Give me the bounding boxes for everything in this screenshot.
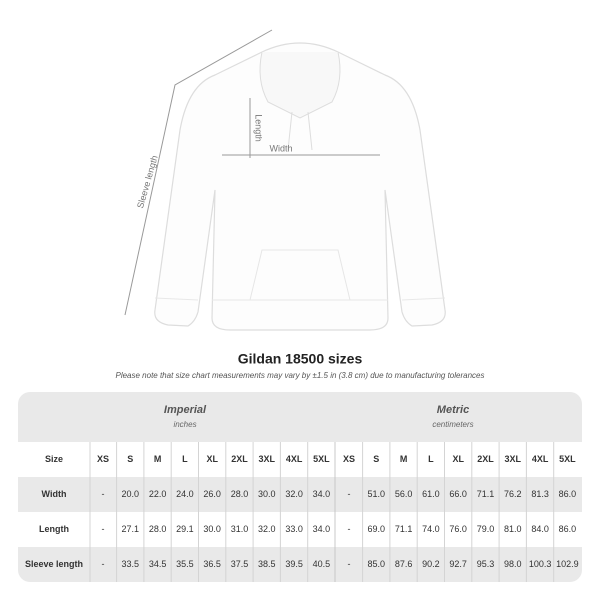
cell-value: 71.1 [395, 524, 413, 534]
hoodie [154, 42, 446, 331]
measure-lines [124, 29, 380, 316]
cell-value: 81.3 [531, 489, 549, 499]
column-header: XL [452, 454, 464, 464]
column-header: M [400, 454, 408, 464]
cell-value: 85.0 [368, 559, 386, 569]
column-header: 4XL [286, 454, 303, 464]
row-label: Width [42, 489, 67, 499]
column-header: 3XL [505, 454, 522, 464]
column-header: Size [45, 454, 63, 464]
cell-value: 76.2 [504, 489, 522, 499]
column-header: S [127, 454, 133, 464]
cell-value: 90.2 [422, 559, 440, 569]
size-table: Imperial inches Metric centimeters Size XS S M L… [18, 404, 582, 582]
cell-value: 20.0 [122, 489, 140, 499]
column-header: 4XL [532, 454, 549, 464]
cell-value: - [102, 489, 105, 499]
cell-value: - [348, 489, 351, 499]
cell-value: 24.0 [176, 489, 194, 499]
cell-value: 87.6 [395, 559, 413, 569]
cell-value: 102.9 [556, 559, 579, 569]
cell-value: 28.0 [149, 524, 167, 534]
cell-value: 33.5 [122, 559, 140, 569]
group-unit: inches [173, 420, 196, 429]
group-title: Imperial [164, 404, 207, 416]
cell-value: 98.0 [504, 559, 522, 569]
column-header: 2XL [477, 454, 494, 464]
cell-value: 34.0 [313, 524, 331, 534]
column-header: L [182, 454, 188, 464]
cell-value: 86.0 [559, 489, 577, 499]
cell-value: 81.0 [504, 524, 522, 534]
row-label: Length [39, 524, 69, 534]
cell-value: 34.0 [313, 489, 331, 499]
cell-value: 56.0 [395, 489, 413, 499]
cell-value: 66.0 [449, 489, 467, 499]
title: Gildan 18500 sizes [238, 351, 363, 367]
sleeve-label: Sleeve length [135, 154, 160, 209]
column-header: 5XL [313, 454, 330, 464]
cell-value: 30.0 [203, 524, 221, 534]
cell-value: - [348, 524, 351, 534]
cell-value: 30.0 [258, 489, 276, 499]
cell-value: - [102, 524, 105, 534]
cell-value: 74.0 [422, 524, 440, 534]
column-header: XL [206, 454, 218, 464]
cell-value: 39.5 [285, 559, 303, 569]
cell-value: 28.0 [231, 489, 249, 499]
row-bg [18, 512, 582, 547]
column-header: L [428, 454, 434, 464]
cell-value: 76.0 [449, 524, 467, 534]
cell-value: 26.0 [203, 489, 221, 499]
column-header: 2XL [231, 454, 248, 464]
cell-value: 61.0 [422, 489, 440, 499]
cell-value: 31.0 [231, 524, 249, 534]
group-unit: centimeters [432, 420, 473, 429]
column-header: S [373, 454, 379, 464]
column-header: XS [97, 454, 109, 464]
length-label: Length [254, 114, 264, 142]
cell-value: 100.3 [529, 559, 552, 569]
cell-value: 32.0 [285, 489, 303, 499]
table-bg [18, 392, 582, 582]
note: Please note that size chart measurements… [115, 371, 484, 380]
cell-value: 51.0 [368, 489, 386, 499]
row-bg [18, 442, 582, 477]
cell-value: 38.5 [258, 559, 276, 569]
cell-value: 32.0 [258, 524, 276, 534]
cell-value: 40.5 [313, 559, 331, 569]
column-header: M [154, 454, 162, 464]
cell-value: 27.1 [122, 524, 140, 534]
cell-value: 69.0 [368, 524, 386, 534]
cell-value: - [102, 559, 105, 569]
cell-value: 86.0 [559, 524, 577, 534]
cell-value: 95.3 [477, 559, 495, 569]
cell-value: 34.5 [149, 559, 167, 569]
cell-value: 35.5 [176, 559, 194, 569]
column-header: 3XL [259, 454, 276, 464]
row-label: Sleeve length [25, 559, 83, 569]
column-header: 5XL [559, 454, 576, 464]
cell-value: 92.7 [449, 559, 467, 569]
group-title: Metric [437, 404, 469, 416]
cell-value: 84.0 [531, 524, 549, 534]
cell-value: 79.0 [477, 524, 495, 534]
cell-value: - [348, 559, 351, 569]
cell-value: 22.0 [149, 489, 167, 499]
cell-value: 33.0 [285, 524, 303, 534]
cell-value: 29.1 [176, 524, 194, 534]
column-header: XS [343, 454, 355, 464]
cell-value: 37.5 [231, 559, 249, 569]
cell-value: 36.5 [203, 559, 221, 569]
width-label: Width [269, 143, 292, 153]
cell-value: 71.1 [477, 489, 495, 499]
